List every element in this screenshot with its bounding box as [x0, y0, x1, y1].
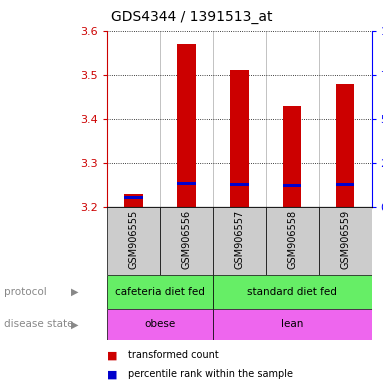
Bar — [213, 275, 372, 309]
Text: ■: ■ — [107, 350, 118, 360]
Bar — [266, 207, 319, 275]
Bar — [283, 106, 301, 207]
Text: ▶: ▶ — [71, 287, 79, 297]
Text: transformed count: transformed count — [128, 350, 219, 360]
Text: lean: lean — [281, 319, 303, 329]
Text: protocol: protocol — [4, 287, 47, 297]
Bar — [107, 275, 213, 309]
Text: cafeteria diet fed: cafeteria diet fed — [115, 287, 205, 297]
Text: ▶: ▶ — [71, 319, 79, 329]
Text: obese: obese — [144, 319, 176, 329]
Bar — [319, 207, 372, 275]
Bar — [336, 84, 354, 207]
Bar — [213, 309, 372, 340]
Bar — [230, 70, 249, 207]
Bar — [336, 183, 354, 186]
Text: GSM906557: GSM906557 — [234, 210, 244, 269]
Text: disease state: disease state — [4, 319, 73, 329]
Bar — [107, 309, 213, 340]
Text: GSM906558: GSM906558 — [287, 210, 297, 269]
Bar — [160, 207, 213, 275]
Bar — [177, 44, 196, 207]
Text: ■: ■ — [107, 369, 118, 379]
Bar — [124, 196, 143, 199]
Text: percentile rank within the sample: percentile rank within the sample — [128, 369, 293, 379]
Bar — [213, 207, 266, 275]
Text: GSM906559: GSM906559 — [340, 210, 350, 269]
Text: GSM906556: GSM906556 — [182, 210, 192, 269]
Bar — [230, 183, 249, 186]
Bar — [107, 207, 160, 275]
Text: GDS4344 / 1391513_at: GDS4344 / 1391513_at — [111, 10, 272, 23]
Text: GSM906555: GSM906555 — [129, 210, 139, 269]
Bar — [177, 182, 196, 185]
Bar — [124, 194, 143, 207]
Text: standard diet fed: standard diet fed — [247, 287, 337, 297]
Bar — [283, 184, 301, 187]
